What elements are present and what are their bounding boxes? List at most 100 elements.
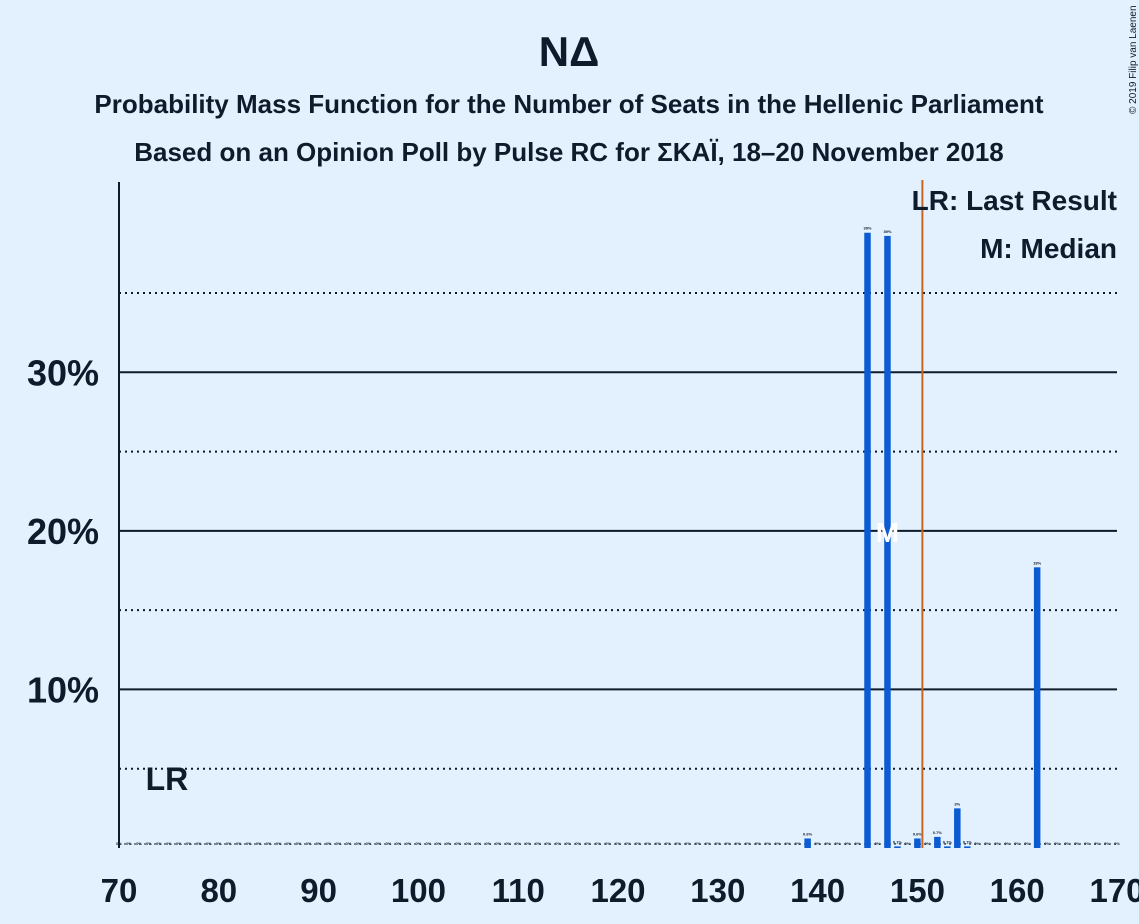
- bar-label-seat-162: 18%: [1033, 560, 1041, 565]
- bar-label-seat-101: 0%: [425, 841, 431, 846]
- bar-label-seat-111: 0%: [525, 841, 531, 846]
- bar-label-seat-152: 0.7%: [933, 830, 943, 835]
- bar-label-seat-133: 0%: [745, 841, 751, 846]
- bar-label-seat-165: 0%: [1064, 841, 1070, 846]
- bar-label-seat-97: 0%: [386, 841, 392, 846]
- bar-label-seat-160: 0%: [1014, 841, 1020, 846]
- bar-label-seat-103: 0%: [445, 841, 451, 846]
- bar-label-seat-126: 0%: [675, 841, 681, 846]
- bar-label-seat-102: 0%: [435, 841, 441, 846]
- bar-label-seat-135: 0%: [765, 841, 771, 846]
- bar-label-seat-84: 0%: [256, 841, 262, 846]
- bar-label-seat-136: 0%: [775, 841, 781, 846]
- bar-label-seat-125: 0%: [665, 841, 671, 846]
- bar-seat-147: [884, 235, 891, 848]
- bar-label-seat-138: 0%: [795, 841, 801, 846]
- bar-seat-150: [914, 838, 921, 848]
- median-marker: M: [876, 517, 899, 548]
- last-result-label: LR: [146, 761, 189, 797]
- x-tick-label: 130: [690, 872, 745, 909]
- bar-label-seat-108: 0%: [495, 841, 501, 846]
- x-tick-label: 70: [101, 872, 138, 909]
- bar-label-seat-145: 39%: [863, 226, 871, 231]
- x-tick-label: 80: [200, 872, 237, 909]
- bar-label-seat-154: 3%: [954, 801, 960, 806]
- bar-label-seat-134: 0%: [755, 841, 761, 846]
- bar-label-seat-119: 0%: [605, 841, 611, 846]
- bar-label-seat-121: 0%: [625, 841, 631, 846]
- bar-seat-155: [964, 846, 971, 848]
- bar-seat-148: [894, 846, 901, 848]
- bar-label-seat-88: 0%: [296, 841, 302, 846]
- bar-label-seat-79: 0%: [206, 841, 212, 846]
- bar-label-seat-128: 0%: [695, 841, 701, 846]
- bar-label-seat-98: 0%: [396, 841, 402, 846]
- bar-label-seat-109: 0%: [505, 841, 511, 846]
- bar-label-seat-132: 0%: [735, 841, 741, 846]
- x-tick-label: 140: [790, 872, 845, 909]
- bar-label-seat-147: 39%: [883, 229, 891, 234]
- bar-label-seat-151: 0%: [924, 841, 930, 846]
- bar-label-seat-95: 0%: [366, 841, 372, 846]
- bar-label-seat-140: 0%: [815, 841, 821, 846]
- bar-seat-145: [864, 232, 871, 848]
- bar-label-seat-74: 0%: [156, 841, 162, 846]
- bar-label-seat-105: 0%: [465, 841, 471, 846]
- x-tick-label: 120: [590, 872, 645, 909]
- y-tick-label: 30%: [27, 352, 99, 393]
- bar-label-seat-149: 0%: [905, 841, 911, 846]
- x-tick-label: 100: [391, 872, 446, 909]
- bar-label-seat-113: 0%: [545, 841, 551, 846]
- bar-label-seat-107: 0%: [485, 841, 491, 846]
- bar-label-seat-130: 0%: [715, 841, 721, 846]
- bar-label-seat-122: 0%: [635, 841, 641, 846]
- x-tick-label: 90: [300, 872, 337, 909]
- bar-label-seat-131: 0%: [725, 841, 731, 846]
- bar-label-seat-163: 0%: [1044, 841, 1050, 846]
- copyright-note: © 2019 Filip van Laenen: [1128, 5, 1139, 114]
- bar-label-seat-114: 0%: [555, 841, 561, 846]
- chart-title: ΝΔ: [539, 28, 600, 75]
- bar-label-seat-91: 0%: [326, 841, 332, 846]
- bar-label-seat-78: 0%: [196, 841, 202, 846]
- bar-label-seat-146: 0%: [875, 841, 881, 846]
- bar-label-seat-80: 0%: [216, 841, 222, 846]
- bar-label-seat-153: 0.1%: [943, 839, 953, 844]
- bar-label-seat-116: 0%: [575, 841, 581, 846]
- bar-seat-154: [954, 808, 961, 848]
- bar-label-seat-90: 0%: [316, 841, 322, 846]
- chart-subtitle-line-1: Probability Mass Function for the Number…: [94, 89, 1044, 119]
- bar-label-seat-75: 0%: [166, 841, 172, 846]
- bar-label-seat-77: 0%: [186, 841, 192, 846]
- bar-label-seat-139: 0.6%: [803, 831, 813, 836]
- bar-label-seat-100: 0%: [416, 841, 422, 846]
- bar-label-seat-157: 0%: [984, 841, 990, 846]
- bar-label-seat-144: 0%: [855, 841, 861, 846]
- bar-label-seat-92: 0%: [336, 841, 342, 846]
- bar-label-seat-169: 0%: [1104, 841, 1110, 846]
- bar-series: [804, 232, 1041, 848]
- bar-label-seat-155: 0.1%: [963, 839, 973, 844]
- bar-label-seat-99: 0%: [406, 841, 412, 846]
- bar-label-seat-129: 0%: [705, 841, 711, 846]
- legend-last-result: LR: Last Result: [912, 185, 1117, 216]
- bar-label-seat-150: 0.6%: [913, 831, 923, 836]
- bar-label-seat-83: 0%: [246, 841, 252, 846]
- bar-data-labels: 0% 0% 0% 0% 0% 0% 0% 0% 0% 0% 0% 0% 0% 0% 0% 0% 0% 0% 0% 0%…: [116, 226, 1120, 846]
- bar-label-seat-124: 0%: [655, 841, 661, 846]
- bar-label-seat-81: 0%: [226, 841, 232, 846]
- bar-label-seat-89: 0%: [306, 841, 312, 846]
- bar-label-seat-159: 0%: [1004, 841, 1010, 846]
- bar-label-seat-167: 0%: [1084, 841, 1090, 846]
- bar-label-seat-141: 0%: [825, 841, 831, 846]
- bar-label-seat-170: 0%: [1114, 841, 1120, 846]
- legend-median: M: Median: [980, 233, 1117, 264]
- bar-label-seat-137: 0%: [785, 841, 791, 846]
- bar-label-seat-76: 0%: [176, 841, 182, 846]
- bar-label-seat-161: 0%: [1024, 841, 1030, 846]
- x-axis-ticks: 70 80 90 100 110 120 130 140 150 160 170: [101, 872, 1139, 909]
- bar-label-seat-86: 0%: [276, 841, 282, 846]
- y-tick-label: 10%: [27, 669, 99, 710]
- bar-seat-139: [804, 838, 811, 848]
- bar-label-seat-127: 0%: [685, 841, 691, 846]
